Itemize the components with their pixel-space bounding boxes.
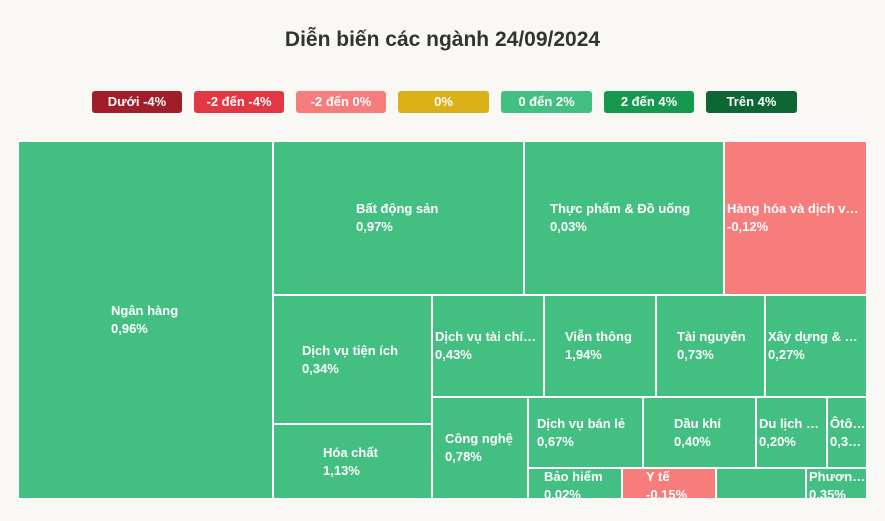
tile-text: Xây dựng & … 0,27% [768,328,858,364]
tile-text: Hàng hóa và dịch v… -0,12% [727,200,858,236]
tile-text: Thực phẩm & Đồ uống 0,03% [550,200,690,236]
legend-item-2-4[interactable]: 2 đến 4% [604,91,694,113]
tile-name: Dịch vụ tiện ích [302,342,399,358]
tile-text: Y tế -0,15% [646,469,688,499]
treemap-tile[interactable]: Hóa chất 1,13% [273,424,432,499]
legend-item-zero[interactable]: 0% [398,91,489,113]
tile-name: Phươn… [809,469,866,484]
tile-text: Ôtô … 0,32% [830,415,866,451]
tile-text: Dịch vụ tiện ích 0,34% [302,342,398,378]
tile-text: Dịch vụ tài chí… 0,43% [435,328,536,364]
legend-item-minus4-minus2[interactable]: -2 đến -4% [194,91,284,113]
tile-change: -0,12% [727,219,769,234]
tile-name: Thực phẩm & Đồ uống [550,201,691,216]
tile-change: 0,97% [356,219,393,234]
treemap-tile[interactable]: Phươn… 0,35% [806,468,867,499]
tile-name: Bất động sản [356,201,439,216]
tile-name: Hóa chất [323,444,378,460]
tile-change: 0,03% [550,219,587,234]
treemap-tile[interactable]: Ngân hàng 0,96% [18,141,273,499]
tile-text: Du lịch … 0,20% [759,415,819,451]
treemap-tile[interactable] [716,468,806,499]
treemap-tile[interactable]: Viễn thông 1,94% [544,295,656,397]
treemap-tile[interactable]: Thực phẩm & Đồ uống 0,03% [524,141,724,295]
treemap-tile[interactable]: Du lịch … 0,20% [756,397,827,468]
tile-text: Hóa chất 1,13% [323,444,378,480]
tile-name: Y tế [646,469,670,484]
treemap-tile[interactable]: Ôtô … 0,32% [827,397,867,468]
tile-name: Bảo hiểm [544,469,603,484]
tile-change: -0,15% [646,487,688,499]
tile-name: Du lịch … [759,415,819,431]
tile-change: 0,02% [544,487,581,499]
legend-item-below-4[interactable]: Dưới -4% [92,91,182,113]
tile-change: 0,40% [674,433,711,449]
tile-change: 0,27% [768,347,805,362]
tile-name: Hàng hóa và dịch v… [727,201,859,216]
treemap-tile[interactable]: Y tế -0,15% [622,468,716,499]
tile-text: Dầu khí 0,40% [674,415,721,451]
treemap-tile[interactable]: Dịch vụ tiện ích 0,34% [273,295,432,424]
tile-name: Tài nguyên [677,329,746,344]
treemap-tile[interactable]: Tài nguyên 0,73% [656,295,765,397]
tile-text: Bất động sản 0,97% [356,200,438,236]
tile-name: Ngân hàng [111,303,179,318]
tile-name: Viễn thông [565,329,632,344]
tile-name: Ôtô … [830,415,866,431]
tile-change: 0,35% [809,487,846,499]
treemap: Ngân hàng 0,96% Bất động sản 0,97% Thực phẩm… [18,141,867,499]
tile-name: Dịch vụ bán lẻ [537,415,626,431]
tile-name: Công nghệ [445,431,513,446]
tile-change: 0,73% [677,347,714,362]
tile-name: Dầu khí [674,415,721,431]
treemap-tile[interactable]: Xây dựng & … 0,27% [765,295,867,397]
tile-change: 0,43% [435,347,472,362]
treemap-tile[interactable]: Dịch vụ bán lẻ 0,67% [528,397,643,468]
tile-change: 1,13% [323,462,360,478]
tile-text: Viễn thông 1,94% [565,328,632,364]
tile-change: 0,96% [111,321,148,336]
tile-change: 0,34% [302,360,339,376]
tile-text: Phươn… 0,35% [809,469,866,499]
tile-name: Xây dựng & … [768,329,858,344]
tile-change: 0,32% [830,433,866,449]
tile-change: 1,94% [565,347,602,362]
legend-item-0-2[interactable]: 0 đến 2% [501,91,592,113]
treemap-tile[interactable]: Dịch vụ tài chí… 0,43% [432,295,544,397]
tile-text: Ngân hàng 0,96% [111,302,178,338]
treemap-tile[interactable]: Bất động sản 0,97% [273,141,524,295]
tile-change: 0,67% [537,433,574,449]
tile-change: 0,20% [759,433,796,449]
treemap-tile[interactable]: Công nghệ 0,78% [432,397,528,499]
treemap-tile[interactable]: Hàng hóa và dịch v… -0,12% [724,141,867,295]
legend-item-minus2-0[interactable]: -2 đến 0% [296,91,386,113]
tile-name: Dịch vụ tài chí… [435,329,537,344]
tile-text: Công nghệ 0,78% [445,430,513,466]
treemap-tile[interactable]: Dầu khí 0,40% [643,397,756,468]
treemap-tile[interactable]: Bảo hiểm 0,02% [528,468,622,499]
tile-text: Dịch vụ bán lẻ 0,67% [537,415,625,451]
chart-title: Diễn biến các ngành 24/09/2024 [284,28,601,51]
tile-text: Bảo hiểm 0,02% [544,469,603,499]
tile-text: Tài nguyên 0,73% [677,328,746,364]
legend-item-above-4[interactable]: Trên 4% [706,91,797,113]
tile-change: 0,78% [445,449,482,464]
